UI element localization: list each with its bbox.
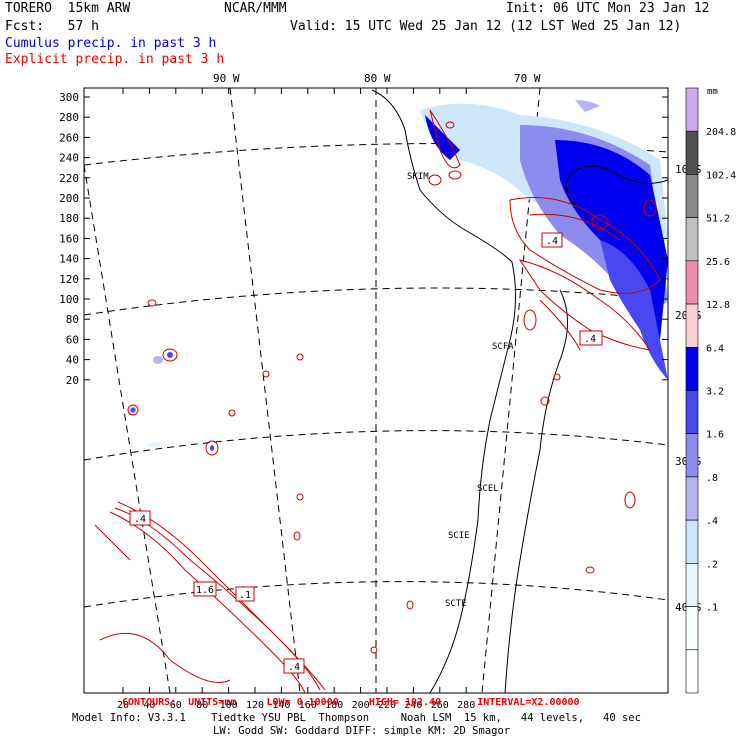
colorbar-swatch <box>685 260 699 305</box>
station-skim: SKIM <box>407 172 429 182</box>
model-title: TORERO 15km ARW <box>5 1 131 16</box>
y-tick-label: 20 <box>66 374 79 387</box>
contour-labels: .4 .4 1.6 .1 .4 .4 <box>129 232 603 674</box>
y-tick-label: 200 <box>59 192 79 205</box>
init-time: Init: 06 UTC Mon 23 Jan 12 <box>506 1 710 16</box>
explicit-legend: Explicit precip. in past 3 h <box>5 52 225 67</box>
org-label: NCAR/MMM <box>224 1 287 16</box>
colorbar-swatch <box>685 390 699 435</box>
colorbar-label: 3.2 <box>706 387 724 398</box>
x-tick-label: 140 <box>272 700 290 711</box>
y-tick-label: 120 <box>59 273 79 286</box>
x-tick-label: 60 <box>170 700 182 711</box>
coastline <box>371 89 669 694</box>
colorbar-swatch <box>685 303 699 348</box>
colorbar-swatch <box>685 433 699 478</box>
colorbar-swatch <box>685 346 699 391</box>
y-tick-label: 80 <box>66 313 79 326</box>
forecast-hour: Fcst: 57 h <box>5 19 99 34</box>
colorbar-swatch <box>685 476 699 521</box>
colorbar-label: .2 <box>706 559 718 570</box>
y-axis-ticks: 300 280 260 240 220 200 180 160 140 120 100 80 60 40 2… <box>59 91 668 387</box>
y-tick-label: 140 <box>59 253 79 266</box>
y-tick-label: 280 <box>59 111 79 124</box>
y-tick-label: 220 <box>59 172 79 185</box>
x-tick-label: 160 <box>299 700 317 711</box>
y-tick-label: 180 <box>59 212 79 225</box>
colorbar-label: 204.8 <box>706 127 736 138</box>
physics-info: LW: Godd SW: Goddard DIFF: simple KM: 2D… <box>213 725 511 737</box>
x-tick-label: 260 <box>431 700 449 711</box>
x-tick-label: 120 <box>246 700 264 711</box>
lon-label-90w: 90 W <box>213 72 240 85</box>
colorbar-swatch <box>685 606 699 651</box>
colorbar-swatch <box>685 519 699 564</box>
station-scfa: SCFA <box>492 342 514 352</box>
valid-time: Valid: 15 UTC Wed 25 Jan 12 (12 LST Wed … <box>290 19 682 34</box>
y-tick-label: 40 <box>66 354 79 367</box>
colorbar-swatch <box>685 87 699 132</box>
colorbar-swatch <box>685 217 699 262</box>
cumulus-legend: Cumulus precip. in past 3 h <box>5 36 217 51</box>
x-tick-label: 280 <box>457 700 475 711</box>
station-scte: SCTE <box>445 599 467 609</box>
y-tick-label: 300 <box>59 91 79 104</box>
x-axis-ticks: 20 40 60 80 100 120 140 160 180 200 220 240 260 280 <box>117 88 475 711</box>
x-tick-label: 220 <box>378 700 396 711</box>
lon-label-80w: 80 W <box>364 72 391 85</box>
colorbar-label: 1.6 <box>706 430 724 441</box>
colorbar-swatch <box>685 130 699 175</box>
contour-label: .1 <box>239 590 251 601</box>
colorbar-label: 25.6 <box>706 257 730 268</box>
colorbar-label: 12.8 <box>706 300 730 311</box>
station-scie: SCIE <box>448 531 470 541</box>
y-tick-label: 240 <box>59 152 79 165</box>
x-tick-label: 100 <box>220 700 238 711</box>
x-tick-label: 240 <box>404 700 422 711</box>
colorbar-unit: mm <box>707 87 718 97</box>
cumulus-cores <box>131 352 214 451</box>
x-tick-label: 200 <box>352 700 370 711</box>
x-tick-label: 180 <box>325 700 343 711</box>
colorbar-label: 102.4 <box>706 170 736 181</box>
contour-info: CONTOURS: UNITS=mm LOW= 0.10000 HIGH= 10… <box>122 697 580 708</box>
y-tick-label: 100 <box>59 293 79 306</box>
y-tick-label: 160 <box>59 232 79 245</box>
colorbar-label: 51.2 <box>706 214 730 225</box>
colorbar-swatch <box>685 563 699 607</box>
x-tick-label: 20 <box>117 700 129 711</box>
y-tick-label: 60 <box>66 333 79 346</box>
precip-colorbar: 204.8 102.4 51.2 25.6 12.8 6.4 3.2 1.6 .8 .4 .2 .1 <box>685 87 736 694</box>
colorbar-label: .4 <box>706 516 718 527</box>
lon-label-70w: 70 W <box>514 72 541 85</box>
contour-label: .4 <box>584 334 596 345</box>
station-scel: SCEL <box>477 484 499 494</box>
colorbar-label: .8 <box>706 473 718 484</box>
colorbar-swatch <box>685 649 699 694</box>
contour-label: .4 <box>546 236 558 247</box>
x-tick-label: 40 <box>143 700 155 711</box>
contour-label: 1.6 <box>196 585 214 596</box>
y-tick-label: 260 <box>59 131 79 144</box>
colorbar-label: .1 <box>706 603 718 614</box>
x-tick-label: 80 <box>196 700 208 711</box>
contour-label: .4 <box>288 662 300 673</box>
model-info: Model Info: V3.3.1 Tiedtke YSU PBL Thomp… <box>72 712 641 724</box>
colorbar-swatch <box>685 174 699 218</box>
colorbar-label: 6.4 <box>706 343 724 354</box>
contour-label: .4 <box>134 514 146 525</box>
